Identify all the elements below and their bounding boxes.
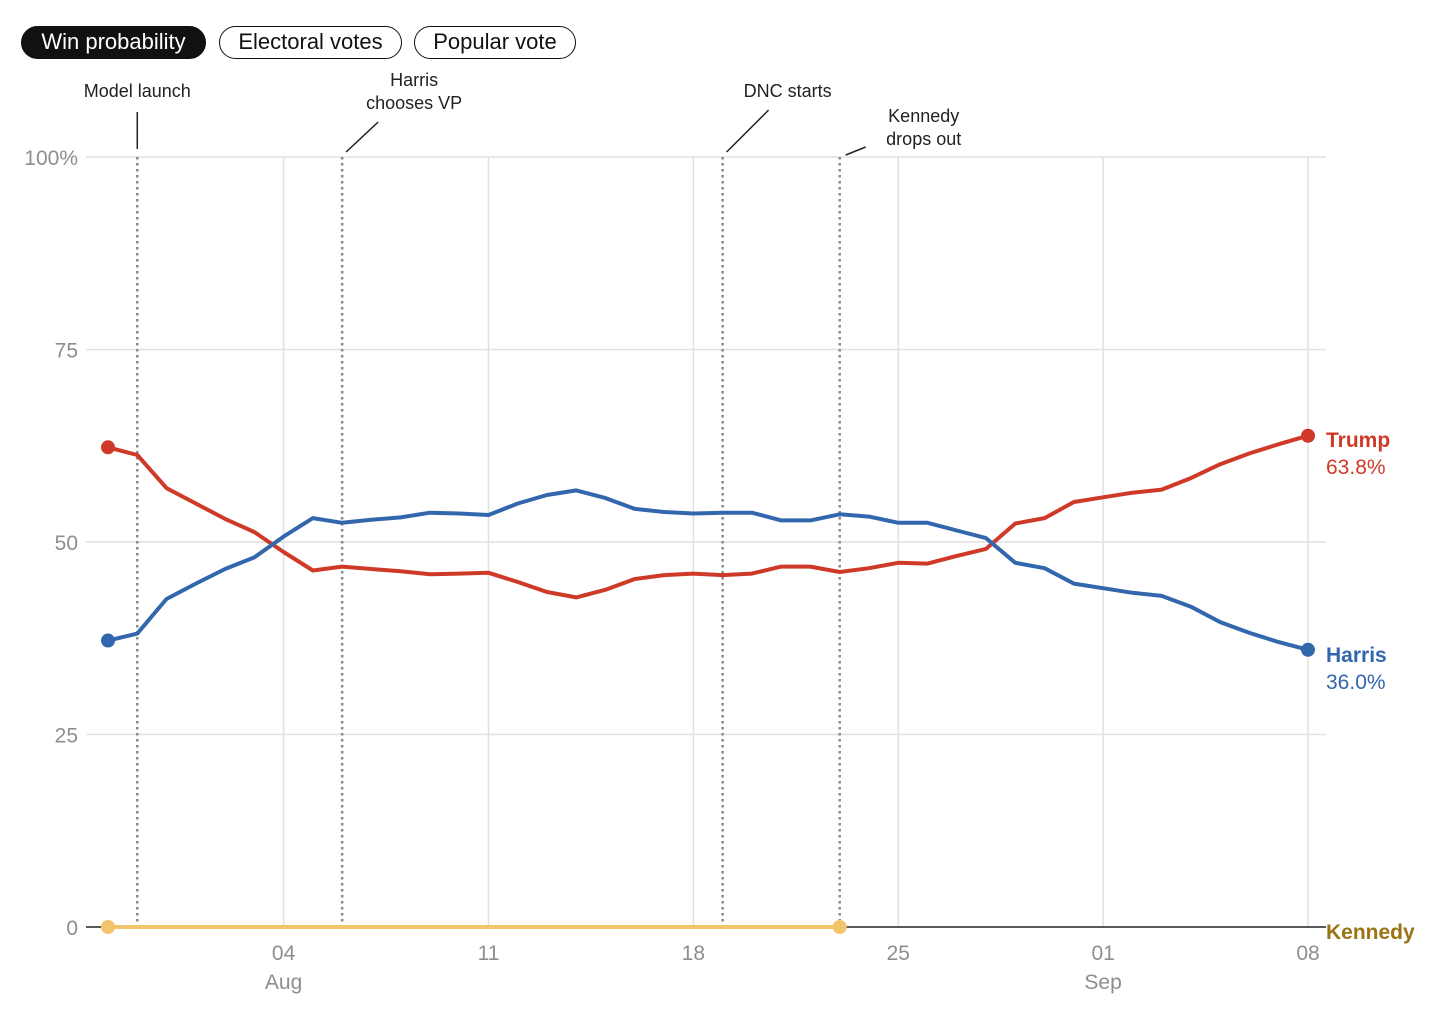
event-annotation-label: Model launch: [84, 81, 191, 101]
y-tick-label: 25: [55, 725, 78, 748]
x-tick-month-label: Aug: [265, 971, 302, 994]
harris-line: [106, 488, 1310, 652]
event-annotation-label: drops out: [886, 129, 961, 149]
trump-end-value: 63.8%: [1326, 456, 1386, 479]
x-tick-label: 11: [478, 942, 500, 965]
y-tick-label: 75: [55, 340, 78, 363]
x-tick-label: 08: [1296, 942, 1319, 965]
y-tick-label: 50: [55, 532, 78, 555]
kennedy-end-label: Kennedy: [1326, 921, 1415, 944]
kennedy-end-point: [832, 920, 847, 934]
tab-win-probability[interactable]: Win probability: [21, 26, 206, 59]
tab-electoral-votes[interactable]: Electoral votes: [219, 26, 402, 59]
kennedy-start-point: [101, 920, 115, 934]
event-leader-line: [845, 146, 866, 156]
harris-end-value: 36.0%: [1326, 671, 1386, 694]
trump-end-point: [1301, 428, 1315, 443]
event-leader-line: [726, 109, 770, 153]
x-tick-label: 04: [272, 942, 296, 965]
event-leader-line: [345, 121, 379, 153]
x-tick-label: 25: [887, 942, 910, 965]
event-annotation-label: DNC starts: [744, 81, 832, 101]
trump-start-point: [101, 440, 115, 455]
event-annotation-label: Kennedy: [888, 106, 959, 126]
trump-line: [106, 433, 1310, 600]
x-tick-month-label: Sep: [1084, 971, 1121, 994]
event-annotation-label: Harris: [390, 70, 438, 90]
trump-end-label: Trump: [1326, 429, 1390, 452]
x-tick-label: 01: [1091, 942, 1114, 965]
harris-start-point: [101, 633, 115, 648]
harris-end-label: Harris: [1326, 644, 1387, 667]
tab-popular-vote[interactable]: Popular vote: [414, 26, 576, 59]
x-tick-label: 18: [682, 942, 705, 965]
event-annotation-label: chooses VP: [366, 93, 462, 113]
y-tick-label: 100%: [24, 147, 78, 170]
y-tick-label: 0: [66, 917, 78, 940]
harris-end-point: [1301, 642, 1315, 657]
